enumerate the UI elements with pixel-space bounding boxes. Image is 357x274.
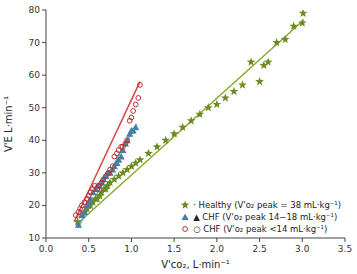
point [75,221,82,227]
x-tick-label: 3.5 [338,244,352,254]
x-tick-label: 0.0 [39,244,54,254]
y-tick-label: 80 [29,5,41,15]
point [133,102,138,107]
y-tick [42,42,46,43]
trend-line [78,124,137,228]
trend-line [76,20,304,225]
x-tick-label: 0.5 [82,244,96,254]
x-tick [302,238,303,242]
points [73,10,307,228]
point [230,87,239,95]
point [116,148,121,153]
point [82,200,87,205]
x-tick-label: 1.5 [167,244,181,254]
point [125,138,130,143]
lines [74,20,304,228]
x-tick [131,238,132,242]
point [138,83,143,88]
point [124,137,131,143]
point [97,183,102,188]
legend-label: · Healthy (V'o₂ peak = 38 mL·kg⁻¹) [193,200,341,210]
point [255,77,264,85]
y-tick-label: 40 [29,135,41,145]
x-tick-label: 2.5 [252,244,266,254]
point [161,136,170,144]
point [187,116,196,124]
point [153,142,162,150]
point [281,35,290,43]
point [298,18,307,26]
y-tick [42,205,46,206]
x-tick-label: 1.0 [124,244,139,254]
point [129,115,134,120]
point [110,164,115,169]
x-tick [88,238,89,242]
point [131,109,136,114]
point [118,153,125,159]
y-axis-line [46,10,47,238]
point [112,154,117,159]
y-tick [42,10,46,11]
y-tick-label: 50 [29,103,41,113]
y-tick [42,75,46,76]
point [136,155,145,163]
point [264,58,273,66]
legend-label: ○ CHF (V'o₂ peak <14 mL·kg⁻¹) [193,224,327,234]
y-tick [42,107,46,108]
point [120,144,125,149]
point [221,93,230,101]
plot-area [73,10,307,228]
point [178,123,187,131]
axes: 0.0 0.5 1.0 1.5 2.0 2.5 3.0 3.5 10 20 30 40 50 60 70 80 [29,5,353,254]
point [74,213,79,218]
y-tick-label: 10 [29,233,41,243]
y-tick-label: 20 [29,200,41,210]
point [170,129,179,137]
x-axis-line [46,238,345,239]
point [103,174,108,179]
legend-label: ▲ CHF (V'o₂ peak 14−18 mL·kg⁻¹) [193,212,337,222]
x-axis-label: V'co₂, L·min⁻¹ [161,259,229,270]
y-tick-label: 70 [29,38,41,48]
x-tick-label: 3.0 [295,244,310,254]
point [272,38,281,46]
point [238,80,247,88]
x-tick [46,238,47,242]
legend: · Healthy (V'o₂ peak = 38 mL·kg⁻¹) ▲ CHF … [181,200,341,234]
point [144,149,153,157]
point [204,103,213,111]
y-tick [42,172,46,173]
point [101,177,106,182]
point [88,190,93,195]
point [132,124,139,130]
legend-marker [183,227,188,232]
y-axis-label: V'E L·min⁻¹ [3,96,14,152]
y-tick [42,238,46,239]
x-tick [345,238,346,242]
point [195,110,204,118]
x-tick [259,238,260,242]
point [108,167,113,172]
y-tick [42,140,46,141]
chart: 0.0 0.5 1.0 1.5 2.0 2.5 3.0 3.5 10 20 30 40 50 60 70 80… [0,0,357,274]
x-tick-label: 2.0 [210,244,225,254]
x-tick [174,238,175,242]
point [136,96,141,101]
point [299,10,308,17]
y-tick-label: 60 [29,70,41,80]
point [79,203,84,208]
y-tick-label: 30 [29,168,41,178]
point [247,58,256,66]
point [289,22,298,30]
point [212,100,221,108]
x-tick [216,238,217,242]
legend-marker [181,200,190,208]
trend-line [74,82,140,222]
point [81,208,88,214]
legend-marker [182,213,189,219]
